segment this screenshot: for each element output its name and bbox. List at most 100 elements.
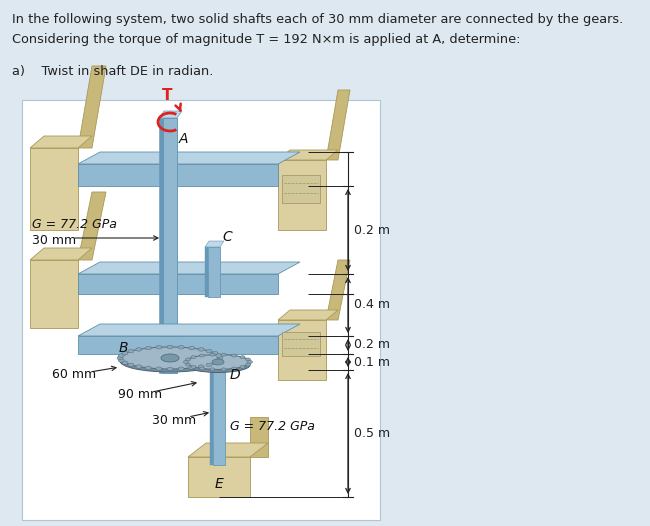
Bar xyxy=(208,247,220,297)
Ellipse shape xyxy=(178,346,184,349)
Ellipse shape xyxy=(246,363,250,366)
Ellipse shape xyxy=(198,365,204,368)
Text: 0.4 m: 0.4 m xyxy=(354,298,390,311)
Ellipse shape xyxy=(185,363,190,366)
Ellipse shape xyxy=(188,346,195,350)
Bar xyxy=(213,360,225,465)
Bar xyxy=(78,274,278,294)
Ellipse shape xyxy=(246,358,250,361)
Ellipse shape xyxy=(167,345,173,349)
Ellipse shape xyxy=(212,361,218,365)
Ellipse shape xyxy=(156,367,162,370)
Bar xyxy=(78,164,278,186)
Bar xyxy=(210,360,213,465)
Bar xyxy=(78,336,278,354)
Polygon shape xyxy=(278,150,338,160)
Bar xyxy=(278,160,326,230)
Ellipse shape xyxy=(212,351,218,355)
Ellipse shape xyxy=(167,367,173,371)
Text: a)    Twist in shaft DE in radian.: a) Twist in shaft DE in radian. xyxy=(12,65,213,78)
Ellipse shape xyxy=(231,354,237,357)
Text: 90 mm: 90 mm xyxy=(118,389,162,401)
Bar xyxy=(205,247,208,297)
Polygon shape xyxy=(326,90,350,160)
Ellipse shape xyxy=(161,354,179,362)
Text: 0.2 m: 0.2 m xyxy=(354,339,390,351)
Ellipse shape xyxy=(248,360,252,363)
Ellipse shape xyxy=(185,358,190,361)
Ellipse shape xyxy=(120,347,220,369)
FancyBboxPatch shape xyxy=(22,100,380,520)
Bar xyxy=(30,260,78,328)
Text: G = 77.2 GPa: G = 77.2 GPa xyxy=(32,218,117,231)
Ellipse shape xyxy=(178,367,184,370)
Ellipse shape xyxy=(210,353,215,356)
Ellipse shape xyxy=(216,354,222,357)
Ellipse shape xyxy=(231,367,237,370)
Polygon shape xyxy=(30,136,92,148)
Bar xyxy=(188,457,250,497)
Text: Considering the torque of magnitude T = 192 N×m is applied at A, determine:: Considering the torque of magnitude T = … xyxy=(12,33,521,46)
Ellipse shape xyxy=(240,366,245,368)
Text: T: T xyxy=(162,88,172,103)
Polygon shape xyxy=(78,192,106,260)
Ellipse shape xyxy=(186,355,250,369)
Text: 30 mm: 30 mm xyxy=(32,235,76,248)
FancyBboxPatch shape xyxy=(0,0,650,98)
Polygon shape xyxy=(250,417,268,457)
Polygon shape xyxy=(78,66,106,148)
Polygon shape xyxy=(326,260,350,320)
Bar xyxy=(30,148,78,230)
Text: D: D xyxy=(230,368,240,382)
Bar xyxy=(282,332,320,356)
Ellipse shape xyxy=(221,353,226,356)
Bar xyxy=(159,118,163,373)
Ellipse shape xyxy=(188,366,195,370)
Ellipse shape xyxy=(221,368,226,371)
Polygon shape xyxy=(78,152,300,164)
Ellipse shape xyxy=(118,359,124,362)
Text: 0.1 m: 0.1 m xyxy=(354,356,390,369)
Ellipse shape xyxy=(117,356,123,360)
Ellipse shape xyxy=(212,359,224,365)
Bar xyxy=(163,118,177,373)
Ellipse shape xyxy=(216,359,222,362)
Text: B: B xyxy=(118,341,128,355)
Ellipse shape xyxy=(210,368,215,371)
Ellipse shape xyxy=(191,366,196,368)
Text: G = 77.2 GPa: G = 77.2 GPa xyxy=(230,420,315,433)
Polygon shape xyxy=(78,324,300,336)
Ellipse shape xyxy=(120,350,220,372)
Polygon shape xyxy=(30,248,92,260)
Text: 0.5 m: 0.5 m xyxy=(354,427,390,440)
Ellipse shape xyxy=(146,346,151,350)
Ellipse shape xyxy=(183,360,188,363)
Ellipse shape xyxy=(146,366,151,370)
Ellipse shape xyxy=(186,358,250,372)
Ellipse shape xyxy=(200,354,205,357)
Ellipse shape xyxy=(136,348,142,351)
Ellipse shape xyxy=(118,354,124,357)
Polygon shape xyxy=(205,241,224,247)
Text: C: C xyxy=(222,230,232,244)
Text: 30 mm: 30 mm xyxy=(152,413,196,427)
Ellipse shape xyxy=(191,356,196,359)
Ellipse shape xyxy=(198,348,204,351)
Text: A: A xyxy=(179,132,188,146)
Bar xyxy=(278,320,326,380)
Polygon shape xyxy=(278,310,338,320)
Polygon shape xyxy=(188,443,268,457)
Text: 0.2 m: 0.2 m xyxy=(354,224,390,237)
Ellipse shape xyxy=(128,363,134,367)
Ellipse shape xyxy=(156,346,162,349)
Bar xyxy=(282,175,320,203)
Ellipse shape xyxy=(206,349,212,353)
Polygon shape xyxy=(159,111,182,118)
Ellipse shape xyxy=(128,349,134,353)
Ellipse shape xyxy=(206,363,212,367)
Ellipse shape xyxy=(217,356,223,360)
Ellipse shape xyxy=(240,356,245,359)
Ellipse shape xyxy=(200,367,205,370)
Text: 60 mm: 60 mm xyxy=(52,369,96,381)
Text: In the following system, two solid shafts each of 30 mm diameter are connected b: In the following system, two solid shaft… xyxy=(12,13,623,26)
